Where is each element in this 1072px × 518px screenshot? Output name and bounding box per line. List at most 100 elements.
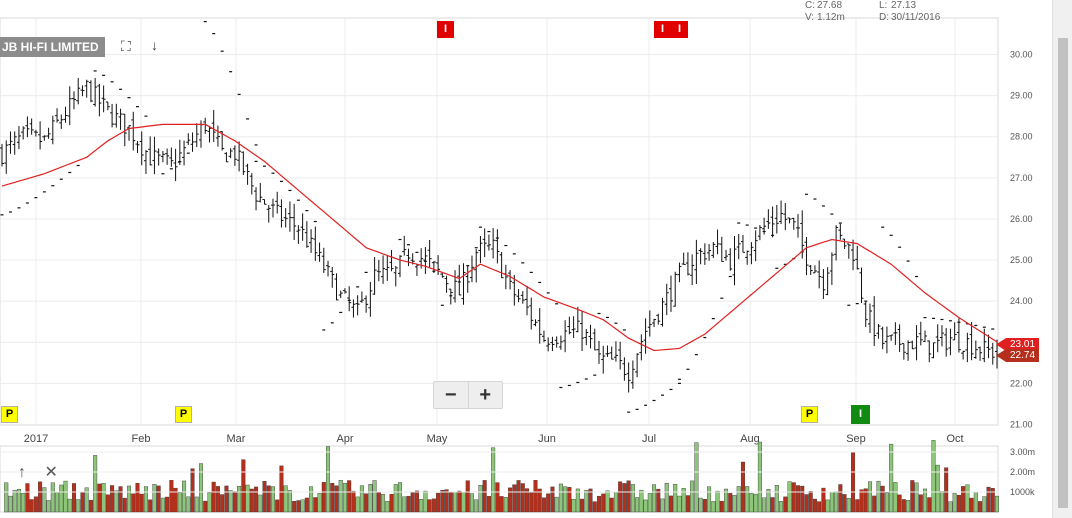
volume-bar: [46, 500, 51, 513]
zoom-out-button[interactable]: −: [444, 384, 457, 406]
arrow-down-icon[interactable]: ↓: [151, 37, 158, 53]
ohlc-bar: [948, 328, 953, 356]
flag-info-green[interactable]: I: [851, 405, 870, 424]
ohlc-bar: [787, 217, 792, 224]
volume-bar: [618, 481, 623, 513]
volume-bar: [736, 486, 741, 513]
ohlc-bar: [359, 291, 364, 303]
volume-bar: [558, 483, 563, 513]
volume-bar: [876, 480, 881, 513]
ohlc-bar: [766, 209, 771, 229]
volume-bar: [376, 491, 381, 513]
vertical-scrollbar[interactable]: [1052, 0, 1072, 518]
ohlc-bar: [956, 318, 961, 353]
ohlc-bar: [224, 152, 229, 163]
volume-bar: [71, 483, 76, 513]
ohlc-bar: [529, 297, 534, 330]
volume-bar: [21, 493, 26, 513]
ohlc-bar: [245, 163, 250, 185]
volume-bar: [580, 498, 585, 513]
y-tick-label: 27.00: [1010, 173, 1033, 183]
volume-bar: [495, 482, 500, 513]
chart-title: JB HI-FI LIMITED: [0, 37, 105, 57]
volume-bar: [338, 479, 343, 513]
volume-bar: [724, 488, 729, 513]
zoom-controls: − +: [433, 381, 503, 409]
ohlc-bar: [313, 226, 318, 261]
ohlc-bar: [834, 225, 839, 261]
volume-bar: [829, 491, 834, 513]
volume-bar: [931, 440, 936, 513]
ohlc-bar: [465, 265, 470, 293]
ohlc-bar: [127, 125, 132, 141]
ohlc-bar: [427, 240, 432, 268]
volume-bar: [796, 485, 801, 513]
ohlc-bar: [351, 299, 356, 318]
ohlc-bar: [635, 353, 640, 378]
flag-info-3[interactable]: I: [671, 21, 688, 38]
close-icon[interactable]: ✕: [44, 464, 58, 481]
volume-bar: [825, 499, 830, 513]
ohlc-bar: [503, 264, 508, 290]
volume-bar: [118, 486, 123, 513]
volume-bar: [834, 491, 839, 513]
volume-bar: [127, 485, 132, 513]
volume-bar: [279, 465, 284, 513]
flag-info-1[interactable]: I: [437, 21, 454, 38]
volume-bar: [597, 495, 602, 513]
expand-icon[interactable]: ⛶: [121, 38, 131, 54]
ohlc-bar: [304, 221, 309, 248]
ohlc-bar: [165, 148, 170, 165]
ohlc-bar: [812, 265, 817, 274]
volume-bar: [80, 491, 85, 513]
volume-bar: [84, 487, 89, 513]
ohlc-bar: [580, 311, 585, 352]
volume-bar: [914, 482, 919, 513]
volume-bar: [372, 480, 377, 513]
ohlc-bar: [613, 341, 618, 362]
ohlc-bar: [42, 135, 47, 141]
volume-bar: [897, 494, 902, 513]
ohlc-bar: [342, 288, 347, 294]
ohlc-readout: C: 27.68 L: 27.13 V: 1.12m D: 30/11/2016: [805, 0, 953, 24]
ohlc-bar: [605, 345, 610, 357]
volume-bar: [465, 480, 470, 513]
volume-bar: [512, 484, 517, 513]
volume-bar: [63, 480, 68, 513]
flag-p-1[interactable]: P: [1, 406, 18, 423]
y-tick-label: 28.00: [1010, 132, 1033, 142]
volume-bar: [541, 497, 546, 513]
volume-bar: [38, 481, 43, 513]
ohlc-bar: [889, 334, 894, 341]
volume-bar: [97, 483, 102, 513]
volume-bar: [8, 495, 13, 513]
volume-bar: [575, 488, 580, 513]
flag-info-2[interactable]: I: [654, 21, 671, 38]
volume-bar: [529, 492, 534, 513]
ohlc-bar: [973, 340, 978, 359]
ohlc-bar: [601, 345, 606, 374]
ohlc-bar: [59, 114, 64, 129]
volume-bar: [398, 482, 403, 513]
ohlc-bar: [838, 223, 843, 240]
scrollbar-thumb[interactable]: [1058, 38, 1068, 508]
volume-bar: [135, 483, 140, 513]
arrow-up-icon[interactable]: ↑: [18, 464, 26, 481]
flag-p-3[interactable]: P: [801, 406, 818, 423]
volume-bar: [29, 499, 34, 513]
volume-bar: [779, 501, 784, 513]
zoom-in-button[interactable]: +: [467, 382, 503, 408]
ohlc-bar: [808, 265, 813, 275]
ohlc-bar: [368, 281, 373, 317]
volume-bar: [503, 497, 508, 513]
ohlc-bar: [558, 335, 563, 350]
ohlc-bar: [389, 250, 394, 272]
volume-bar: [685, 495, 690, 513]
ohlc-bar: [25, 116, 30, 138]
ohlc-bar: [148, 136, 153, 166]
ohlc-bar: [715, 229, 720, 255]
ohlc-bar: [923, 330, 928, 342]
flag-p-2[interactable]: P: [175, 406, 192, 423]
volume-bar: [317, 493, 322, 513]
volume-bar: [105, 494, 110, 513]
